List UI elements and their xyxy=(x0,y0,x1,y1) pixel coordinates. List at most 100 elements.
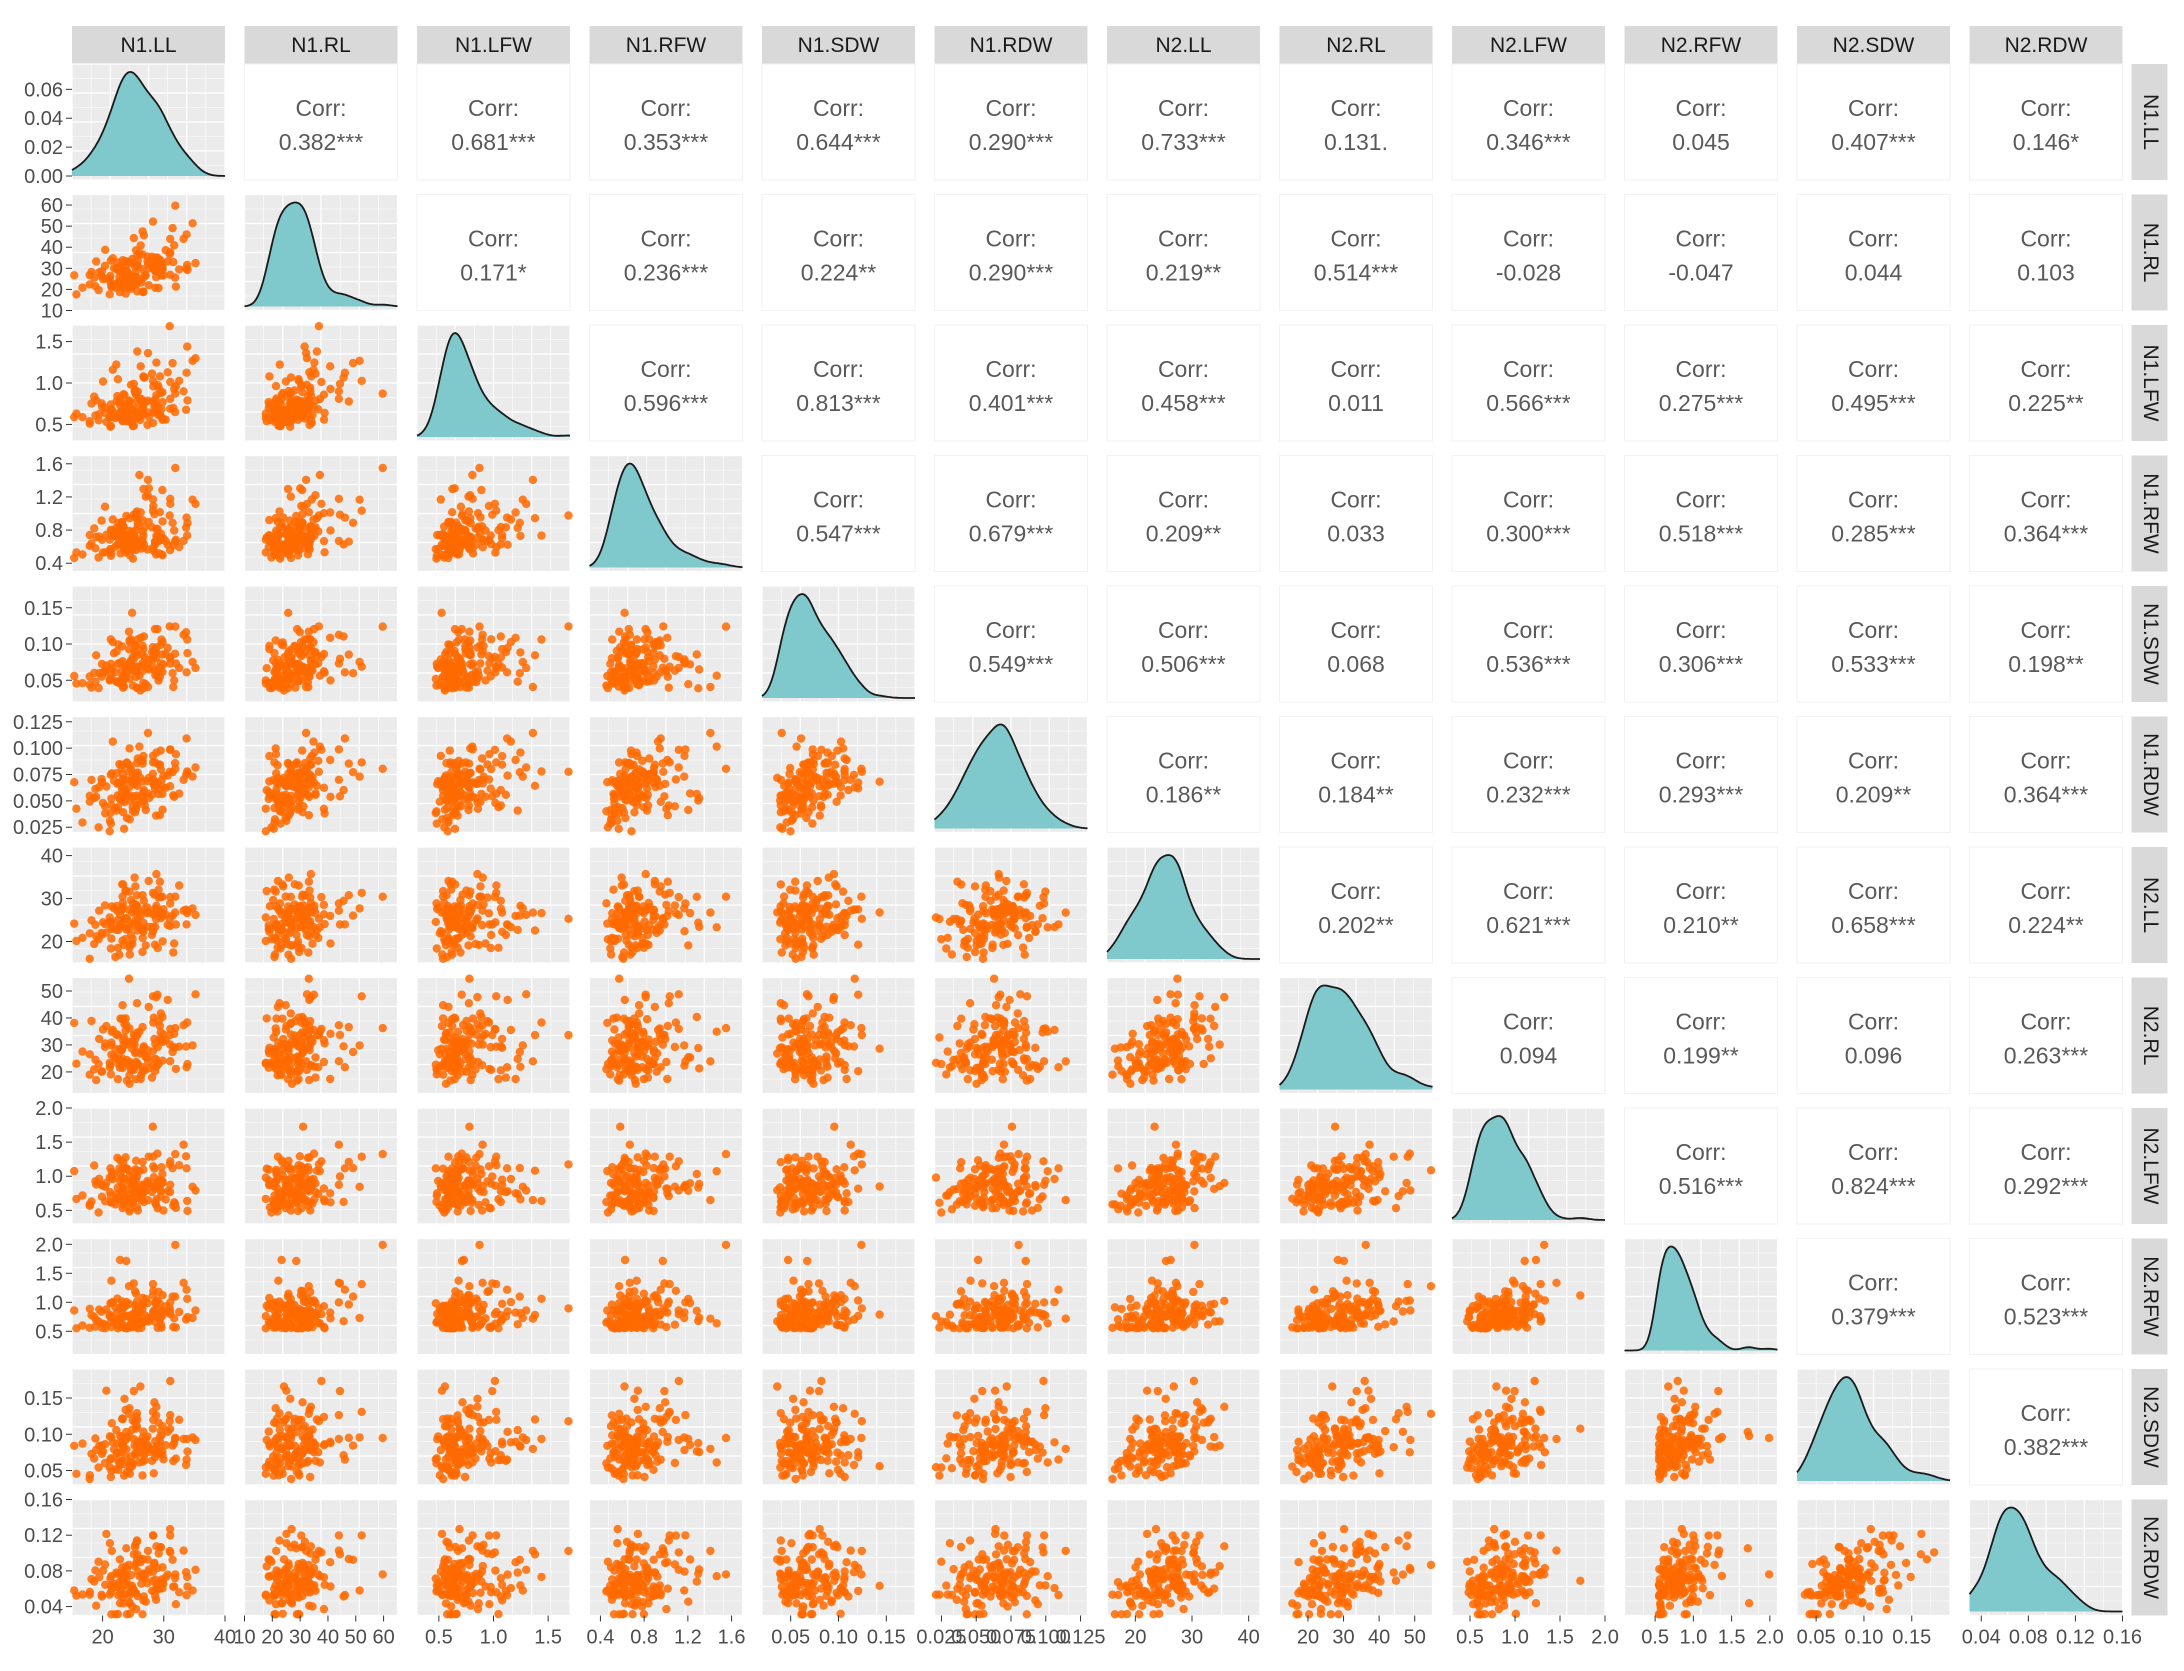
scatter-point xyxy=(627,659,636,669)
scatter-point xyxy=(298,746,307,755)
scatter-point xyxy=(639,939,648,948)
correlation-value: 0.346*** xyxy=(1486,129,1570,155)
scatter-point xyxy=(98,274,108,284)
scatter-point xyxy=(121,934,130,944)
row-label: N2.LL xyxy=(2139,877,2162,933)
correlation-value: 0.353*** xyxy=(624,129,708,155)
scatter-point xyxy=(492,992,501,1001)
density-area xyxy=(244,202,398,307)
scatter-point xyxy=(671,775,681,784)
column-label: N2.SDW xyxy=(1833,34,1915,57)
scatter-point xyxy=(130,262,140,271)
scatter-point xyxy=(335,379,345,389)
density-panel xyxy=(416,324,571,442)
scatter-point xyxy=(791,886,800,895)
scatter-point xyxy=(511,1074,520,1084)
scatter-point xyxy=(168,669,177,678)
scatter-panel xyxy=(243,585,399,703)
scatter-point xyxy=(125,744,134,753)
scatter-point xyxy=(141,805,150,815)
scatter-point xyxy=(166,394,175,403)
scatter-point xyxy=(306,524,316,534)
correlation-cell: Corr: 0.549*** xyxy=(934,585,1088,703)
correlation-background xyxy=(1969,63,2123,181)
scatter-point xyxy=(530,514,540,523)
scatter-point xyxy=(522,763,531,772)
scatter-point xyxy=(458,777,467,787)
scatter-point xyxy=(808,892,817,901)
row-strip: N2.RDW xyxy=(2131,1499,2168,1616)
scatter-point xyxy=(824,1040,833,1049)
correlation-value: 0.514*** xyxy=(1314,260,1398,286)
scatter-point xyxy=(118,1001,127,1010)
scatter-point xyxy=(522,910,531,920)
correlation-value: 0.285*** xyxy=(1831,521,1915,547)
scatter-point xyxy=(619,948,629,957)
scatter-point xyxy=(286,805,295,815)
scatter-point xyxy=(943,933,952,942)
scatter-point xyxy=(684,805,693,815)
scatter-point xyxy=(627,1067,636,1076)
scatter-point xyxy=(355,495,364,504)
scatter-point xyxy=(181,405,191,414)
scatter-point xyxy=(627,930,636,939)
correlation-cell: Corr: 0.202** xyxy=(1279,846,1433,964)
scatter-point xyxy=(820,759,829,768)
scatter-point xyxy=(465,789,475,798)
scatter-point xyxy=(275,507,284,516)
scatter-point xyxy=(988,1015,997,1024)
scatter-point xyxy=(151,1054,160,1064)
scatter-point xyxy=(664,906,673,916)
scatter-point xyxy=(627,777,636,787)
correlation-background xyxy=(934,455,1088,572)
correlation-value: 0.658*** xyxy=(1831,912,1915,938)
scatter-point xyxy=(815,811,824,820)
scatter-point xyxy=(476,765,485,774)
scatter-point xyxy=(706,682,715,692)
scatter-point xyxy=(481,939,490,948)
correlation-background xyxy=(934,194,1088,311)
scatter-point xyxy=(105,1063,115,1072)
column-label: N1.RL xyxy=(291,34,351,57)
scatter-point xyxy=(473,869,482,879)
row-label: N1.LL xyxy=(2139,94,2162,150)
correlation-value: 0.210** xyxy=(1663,912,1739,938)
scatter-point xyxy=(281,1001,290,1010)
row-strip: N2.RL xyxy=(2131,977,2168,1094)
scatter-point xyxy=(78,283,87,292)
scatter-point xyxy=(537,908,546,918)
strip-background xyxy=(2131,64,2168,180)
correlation-label: Corr: xyxy=(1675,617,1726,643)
scatter-point xyxy=(438,529,448,539)
correlation-cell: Corr: 0.506*** xyxy=(1106,585,1261,703)
scatter-point xyxy=(155,1034,165,1044)
scatter-point xyxy=(831,880,840,889)
correlation-background xyxy=(1796,585,1951,703)
correlation-background xyxy=(589,324,743,442)
correlation-label: Corr: xyxy=(468,95,519,121)
scatter-point xyxy=(344,650,353,659)
scatter-point xyxy=(450,624,460,634)
correlation-value: 0.209** xyxy=(1836,782,1912,808)
scatter-point xyxy=(501,790,511,799)
scatter-point xyxy=(458,535,467,544)
scatter-point xyxy=(477,485,486,495)
strip-background xyxy=(2131,325,2168,441)
scatter-point xyxy=(170,384,179,394)
scatter-point xyxy=(118,681,127,690)
row-strip: N2.RFW xyxy=(2131,1238,2168,1355)
row-label: N2.RDW xyxy=(2139,1516,2162,1599)
scatter-point xyxy=(165,622,174,631)
scatter-point xyxy=(281,781,290,790)
scatter-point xyxy=(473,509,483,518)
scatter-point xyxy=(634,1001,644,1010)
scatter-point xyxy=(609,1014,618,1023)
scatter-point xyxy=(139,1046,148,1056)
scatter-point xyxy=(630,808,639,817)
scatter-point xyxy=(465,627,474,636)
scatter-point xyxy=(319,1057,329,1067)
scatter-point xyxy=(680,1041,689,1050)
scatter-point xyxy=(91,920,100,929)
scatter-point xyxy=(298,916,307,925)
scatter-point xyxy=(182,513,191,522)
